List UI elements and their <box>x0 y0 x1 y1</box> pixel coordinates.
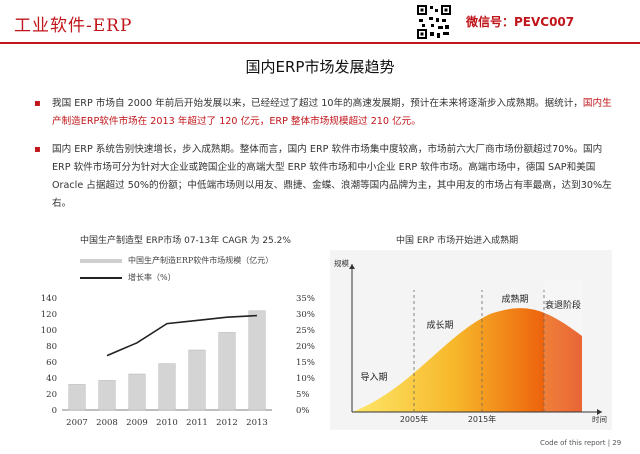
y-right-tick-label: 15% <box>296 358 315 368</box>
bar <box>188 349 206 411</box>
bullet-item: ▪ 我国 ERP 市场自 2000 年前后开始发展以来，已经经过了超过 10年的… <box>34 95 618 131</box>
footer-page-info: Code of this report | 29 <box>540 439 622 447</box>
y-axis-arrow-icon <box>349 264 355 269</box>
bullet-highlight-text: 国内生产制造ERP软件市场在 2013 年超过了 120 亿元，ERP 整体市场… <box>52 98 612 127</box>
lifecycle-area <box>352 308 582 412</box>
y-left-tick-label: 40 <box>46 374 57 384</box>
phase-label: 成长期 <box>426 319 453 331</box>
wechat-id: 微信号：PEVC007 <box>466 15 575 29</box>
y-right-tick-label: 10% <box>296 374 315 384</box>
x-tick-label: 2011 <box>186 418 208 428</box>
x-tick-label: 2007 <box>66 418 88 428</box>
x-tick-label: 2012 <box>216 418 238 428</box>
header-title: 工业软件-ERP <box>14 16 133 36</box>
bullet-marker: ▪ <box>34 98 41 109</box>
lifecycle-chart-title: 中国 ERP 市场开始进入成熟期 <box>396 236 519 246</box>
bar-chart-title: 中国生产制造型 ERP市场 07-13年 CAGR 为 25.2% <box>80 236 291 246</box>
y-right-tick-label: 5% <box>296 390 310 400</box>
bar <box>248 310 266 411</box>
y-left-tick-label: 60 <box>46 358 57 368</box>
bullet-list: ▪ 我国 ERP 市场自 2000 年前后开始发展以来，已经经过了超过 10年的… <box>34 95 618 223</box>
header-divider <box>0 42 640 44</box>
y-left-tick-label: 120 <box>41 310 57 320</box>
bar <box>158 363 176 411</box>
bar-legend-swatch <box>80 259 122 263</box>
x-tick-label: 2015年 <box>468 414 496 424</box>
x-tick-label: 2009 <box>126 418 148 428</box>
line-legend-swatch <box>80 277 122 279</box>
x-tick-label: 2013 <box>246 418 268 428</box>
growth-rate-line <box>106 314 258 357</box>
bullet-text: 我国 ERP 市场自 2000 年前后开始发展以来，已经经过了超过 10年的高速… <box>52 98 583 109</box>
phase-label: 衰退阶段 <box>545 299 581 311</box>
y-left-tick-label: 20 <box>46 390 57 400</box>
bullet-item: ▪ 国内 ERP 系统告别快速增长，步入成熟期。整体而言，国内 ERP 软件市场… <box>34 141 618 213</box>
x-axis-arrow-icon <box>597 409 602 415</box>
y-right-tick-label: 25% <box>296 326 315 336</box>
line-legend-item: 增长率（%） <box>80 272 176 283</box>
bar <box>98 380 116 411</box>
phase-label: 成熟期 <box>501 293 528 305</box>
y-left-tick-label: 140 <box>41 294 57 304</box>
phase-label: 导入期 <box>360 372 387 383</box>
y-axis-label: 规模 <box>334 258 349 268</box>
x-axis-label: 时间 <box>592 414 607 424</box>
y-right-tick-label: 35% <box>296 294 315 304</box>
x-tick-label: 2010 <box>156 418 178 428</box>
x-tick-label: 2005年 <box>400 414 428 424</box>
bar-legend-label: 中国生产制造ERP软件市场规模（亿元） <box>128 256 274 265</box>
x-tick-label: 2008 <box>96 418 118 428</box>
y-left-tick-label: 100 <box>41 326 57 336</box>
y-right-tick-label: 20% <box>296 342 315 352</box>
bar <box>218 332 236 411</box>
bar <box>128 373 146 411</box>
bullet-text: 国内 ERP 系统告别快速增长，步入成熟期。整体而言，国内 ERP 软件市场集中… <box>52 144 612 209</box>
bar-legend-item: 中国生产制造ERP软件市场规模（亿元） <box>80 255 273 266</box>
decline-zone <box>544 280 582 412</box>
bullet-marker: ▪ <box>34 144 41 155</box>
bar <box>68 384 86 411</box>
bar-line-chart: 0 20 40 60 80 100 120 140 0% 5% 10% 15% 20% 25% 30% 35%… <box>41 294 315 428</box>
y-left-tick-label: 0 <box>52 406 57 416</box>
y-right-tick-label: 0% <box>296 406 310 416</box>
page-title: 国内ERP市场发展趋势 <box>245 58 395 76</box>
y-right-tick-label: 30% <box>296 310 315 320</box>
qr-code-icon <box>416 4 452 40</box>
y-left-tick-label: 80 <box>46 342 57 352</box>
line-legend-label: 增长率（%） <box>128 273 176 282</box>
